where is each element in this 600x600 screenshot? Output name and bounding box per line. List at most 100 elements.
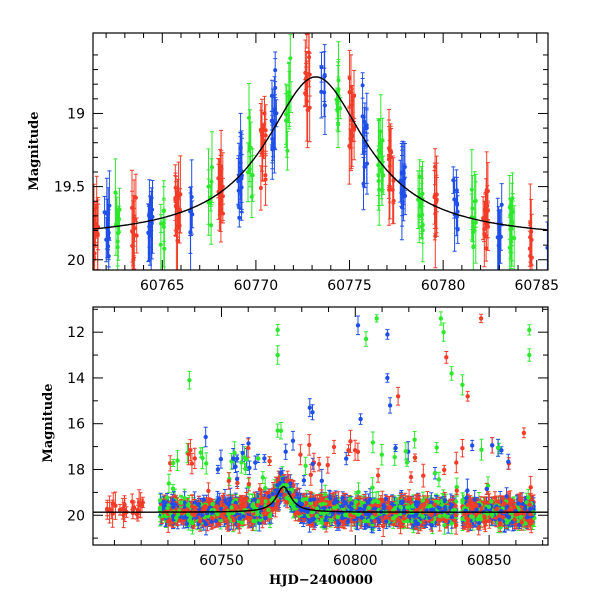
red-data-point	[130, 229, 135, 234]
green-data-point	[419, 200, 424, 205]
blue-data-point	[234, 456, 240, 461]
blue-data-point	[238, 165, 243, 170]
red-data-point	[308, 472, 313, 477]
blue-data-point	[233, 464, 238, 469]
blue-data-point	[454, 188, 459, 193]
blue-data-point	[340, 515, 345, 521]
green-data-point	[403, 449, 408, 454]
green-data-point	[417, 174, 422, 179]
green-data-point	[332, 505, 337, 510]
red-data-point	[304, 99, 309, 104]
red-data-point	[396, 517, 402, 522]
bottom-y-axis-label: Magnitude	[41, 383, 56, 462]
blue-data-point	[240, 450, 245, 456]
blue-data-point	[241, 514, 246, 519]
green-data-point	[471, 245, 476, 250]
red-data-point	[483, 518, 488, 524]
green-data-point	[303, 463, 308, 468]
blue-data-point	[106, 244, 111, 249]
green-data-point	[460, 498, 465, 503]
green-data-point	[170, 460, 176, 466]
red-data-point	[307, 55, 312, 60]
blue-data-point	[449, 514, 455, 520]
green-data-point	[187, 517, 192, 522]
blue-data-point	[196, 502, 201, 507]
red-data-point	[307, 72, 312, 77]
blue-data-point	[362, 164, 367, 169]
red-data-point	[492, 495, 498, 500]
blue-data-point	[217, 496, 222, 501]
green-data-point	[336, 87, 341, 92]
green-error-bars	[113, 34, 517, 270]
green-data-point	[527, 327, 532, 333]
green-data-point	[335, 101, 340, 106]
green-data-point	[343, 512, 348, 518]
red-data-point	[473, 512, 479, 517]
red-data-point	[121, 512, 126, 518]
red-data-point	[192, 456, 197, 461]
green-data-point	[323, 492, 328, 497]
blue-data-point	[474, 507, 479, 512]
red-data-point	[401, 516, 407, 521]
green-data-point	[161, 209, 166, 213]
red-data-point	[388, 148, 393, 153]
green-data-point	[117, 217, 122, 222]
green-data-point	[210, 165, 214, 170]
green-data-point	[175, 458, 180, 463]
blue-data-point	[401, 194, 406, 199]
red-data-point	[528, 254, 533, 258]
red-data-point	[175, 238, 180, 243]
x-tick-label: 60765	[140, 278, 185, 294]
green-data-point	[266, 507, 271, 513]
green-data-point	[170, 486, 176, 491]
blue-data-point	[237, 516, 242, 521]
blue-data-point	[448, 505, 453, 510]
green-data-point	[508, 206, 513, 211]
plot-area	[93, 311, 548, 537]
green-data-point	[256, 499, 261, 504]
green-data-point	[248, 146, 252, 151]
blue-data-point	[361, 507, 367, 512]
blue-data-point	[349, 506, 354, 512]
green-data-point	[373, 498, 379, 503]
blue-data-point	[190, 212, 195, 217]
green-data-point	[508, 227, 513, 232]
blue-data-point	[203, 434, 208, 440]
blue-data-point	[429, 523, 434, 528]
plot-frame	[92, 306, 549, 546]
green-data-point	[115, 245, 120, 250]
blue-data-point	[499, 448, 504, 453]
blue-data-point	[299, 502, 305, 507]
blue-data-point	[147, 211, 152, 216]
red-data-point	[95, 231, 100, 236]
y-tick-label: 19.5	[54, 180, 85, 196]
blue-data-point	[362, 119, 367, 124]
red-data-point	[263, 128, 268, 133]
blue-data-point	[401, 171, 406, 176]
green-data-point	[278, 428, 284, 433]
blue-data-point	[498, 235, 503, 240]
blue-data-point	[387, 403, 393, 408]
green-data-point	[239, 520, 245, 525]
blue-data-point	[283, 449, 288, 454]
blue-data-point	[340, 495, 345, 501]
red-data-point	[383, 515, 388, 520]
green-data-point	[370, 440, 376, 445]
green-data-point	[204, 461, 209, 466]
red-data-point	[319, 496, 324, 502]
blue-data-point	[499, 202, 504, 207]
red-data-point	[349, 132, 354, 137]
red-data-point	[528, 485, 533, 490]
blue-data-point	[238, 145, 243, 150]
blue-data-point	[270, 491, 276, 496]
red-data-point	[218, 513, 224, 518]
red-data-point	[421, 473, 426, 478]
blue-data-point	[385, 332, 390, 337]
green-data-point	[314, 513, 319, 519]
red-data-point	[387, 507, 392, 513]
green-data-point	[366, 505, 372, 510]
red-data-point	[239, 498, 244, 503]
green-data-point	[239, 460, 244, 465]
blue-data-point	[234, 476, 240, 482]
red-data-point	[433, 234, 438, 239]
